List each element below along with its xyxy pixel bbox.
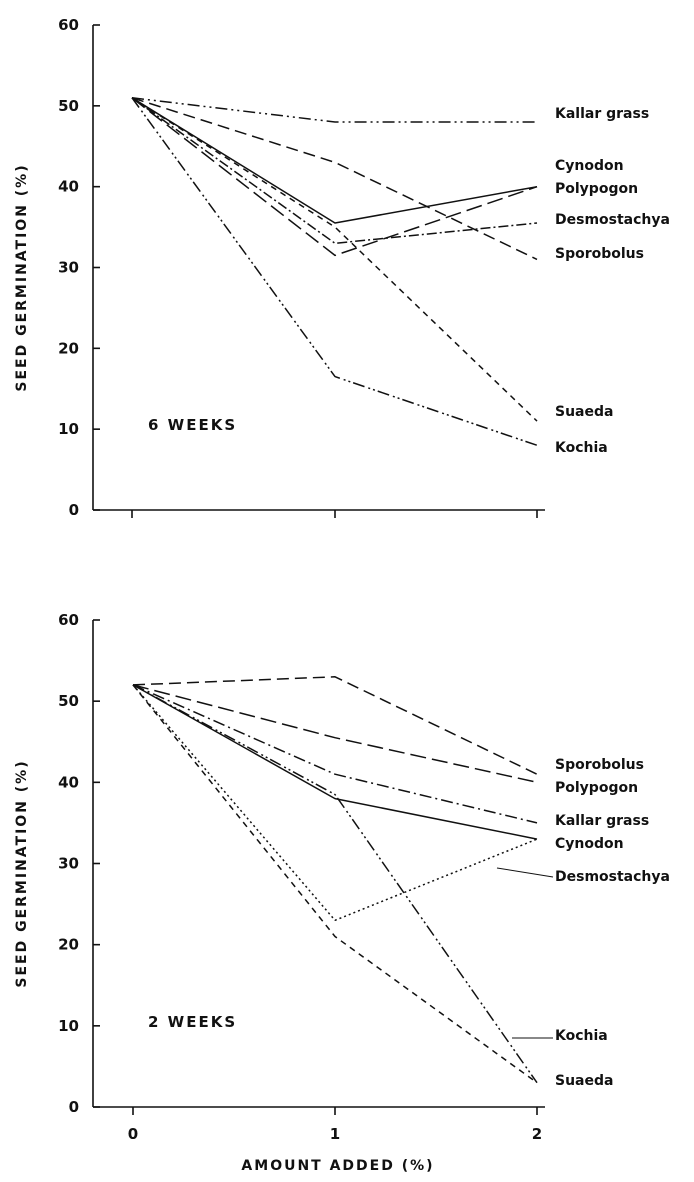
p6-series-label-kallar-grass: Kallar grass: [555, 106, 649, 122]
p2-y-tick-label: 60: [58, 611, 79, 629]
p6-series-line-desmostachya: [131, 97, 538, 245]
p2-series-line-kochia: [132, 684, 538, 1084]
p2-series-line-cynodon: [132, 684, 538, 840]
p2-series-label-kallar-grass: Kallar grass: [555, 813, 649, 829]
p6-series-line-kallar-grass: [131, 97, 537, 123]
p6-y-tick-label: 30: [58, 259, 79, 277]
p6-series-line-polypogon: [131, 97, 538, 257]
p6-y-tick-label: 20: [58, 339, 79, 357]
p2-series-label-sporobolus: Sporobolus: [555, 757, 644, 773]
p6-series-line-sporobolus: [131, 97, 538, 261]
p2-y-tick-label: 50: [58, 692, 79, 710]
p2-series-line-desmostachya: [132, 684, 538, 922]
p2-y-tick-label: 0: [69, 1098, 79, 1116]
p2-leader-line-desmostachya: [496, 867, 554, 878]
p6-y-tick-label: 10: [58, 420, 79, 438]
p6-y-tick-label: 40: [58, 178, 79, 196]
p6-series-line-suaeda: [131, 97, 538, 422]
p2-series-line-kallar-grass: [132, 684, 538, 824]
p2-series-line-polypogon: [132, 684, 538, 784]
p2-y-tick-label: 20: [58, 936, 79, 954]
p6-series-label-desmostachya: Desmostachya: [555, 212, 670, 228]
p2-x-tick-label: 2: [532, 1125, 542, 1143]
p2-series-line-sporobolus: [132, 676, 538, 775]
chart-panel-2-weeks: 0 10 20 30 40 50 60 0 1 2 SEED GERMINATION (%) AMOU…: [14, 611, 670, 1174]
p6-y-tick-label: 60: [58, 16, 79, 34]
p6-y-tick-label: 0: [69, 501, 79, 519]
p2-panel-title: 2 WEEKS: [148, 1013, 237, 1031]
p2-y-tick-label: 40: [58, 773, 79, 791]
p2-x-tick-label: 0: [128, 1125, 138, 1143]
p6-series-line-kochia: [131, 97, 538, 447]
p6-series-label-sporobolus: Sporobolus: [555, 246, 644, 262]
p6-series-line-cynodon: [131, 97, 538, 224]
p2-y-tick-label: 10: [58, 1017, 79, 1035]
p2-series-line-suaeda: [132, 684, 538, 1084]
p6-y-tick-label: 50: [58, 97, 79, 115]
p2-series-label-polypogon: Polypogon: [555, 780, 638, 796]
p2-series-label-desmostachya: Desmostachya: [555, 869, 670, 885]
p6-y-axis-title: SEED GERMINATION (%): [14, 163, 30, 391]
p6-series-label-kochia: Kochia: [555, 440, 608, 456]
p2-series-label-cynodon: Cynodon: [555, 836, 624, 852]
p2-y-axis-title: SEED GERMINATION (%): [14, 759, 30, 987]
p2-x-axis-title: AMOUNT ADDED (%): [241, 1158, 434, 1174]
p2-series-label-kochia: Kochia: [555, 1028, 608, 1044]
chart-panel-6-weeks: 0 10 20 30 40 50 60 SEED GERMINATION (%) 6 WEEKS…: [14, 16, 670, 519]
p6-series-label-polypogon: Polypogon: [555, 181, 638, 197]
p2-x-tick-label: 1: [330, 1125, 340, 1143]
p2-y-tick-label: 30: [58, 855, 79, 873]
p6-series-label-cynodon: Cynodon: [555, 158, 624, 174]
p2-series-label-suaeda: Suaeda: [555, 1073, 613, 1089]
p6-series-label-suaeda: Suaeda: [555, 404, 613, 420]
p6-panel-title: 6 WEEKS: [148, 416, 237, 434]
